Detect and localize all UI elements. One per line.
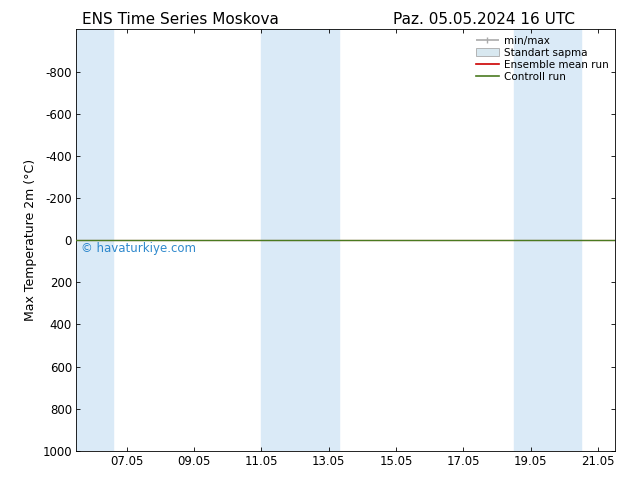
Text: Paz. 05.05.2024 16 UTC: Paz. 05.05.2024 16 UTC [393,12,575,27]
Bar [514,29,581,451]
Bar [76,29,113,451]
Legend: min/max, Standart sapma, Ensemble mean run, Controll run: min/max, Standart sapma, Ensemble mean r… [473,32,612,85]
Text: ENS Time Series Moskova: ENS Time Series Moskova [82,12,280,27]
Bar [261,29,339,451]
Text: © havaturkiye.com: © havaturkiye.com [81,242,197,255]
Y-axis label: Max Temperature 2m (°C): Max Temperature 2m (°C) [23,159,37,321]
